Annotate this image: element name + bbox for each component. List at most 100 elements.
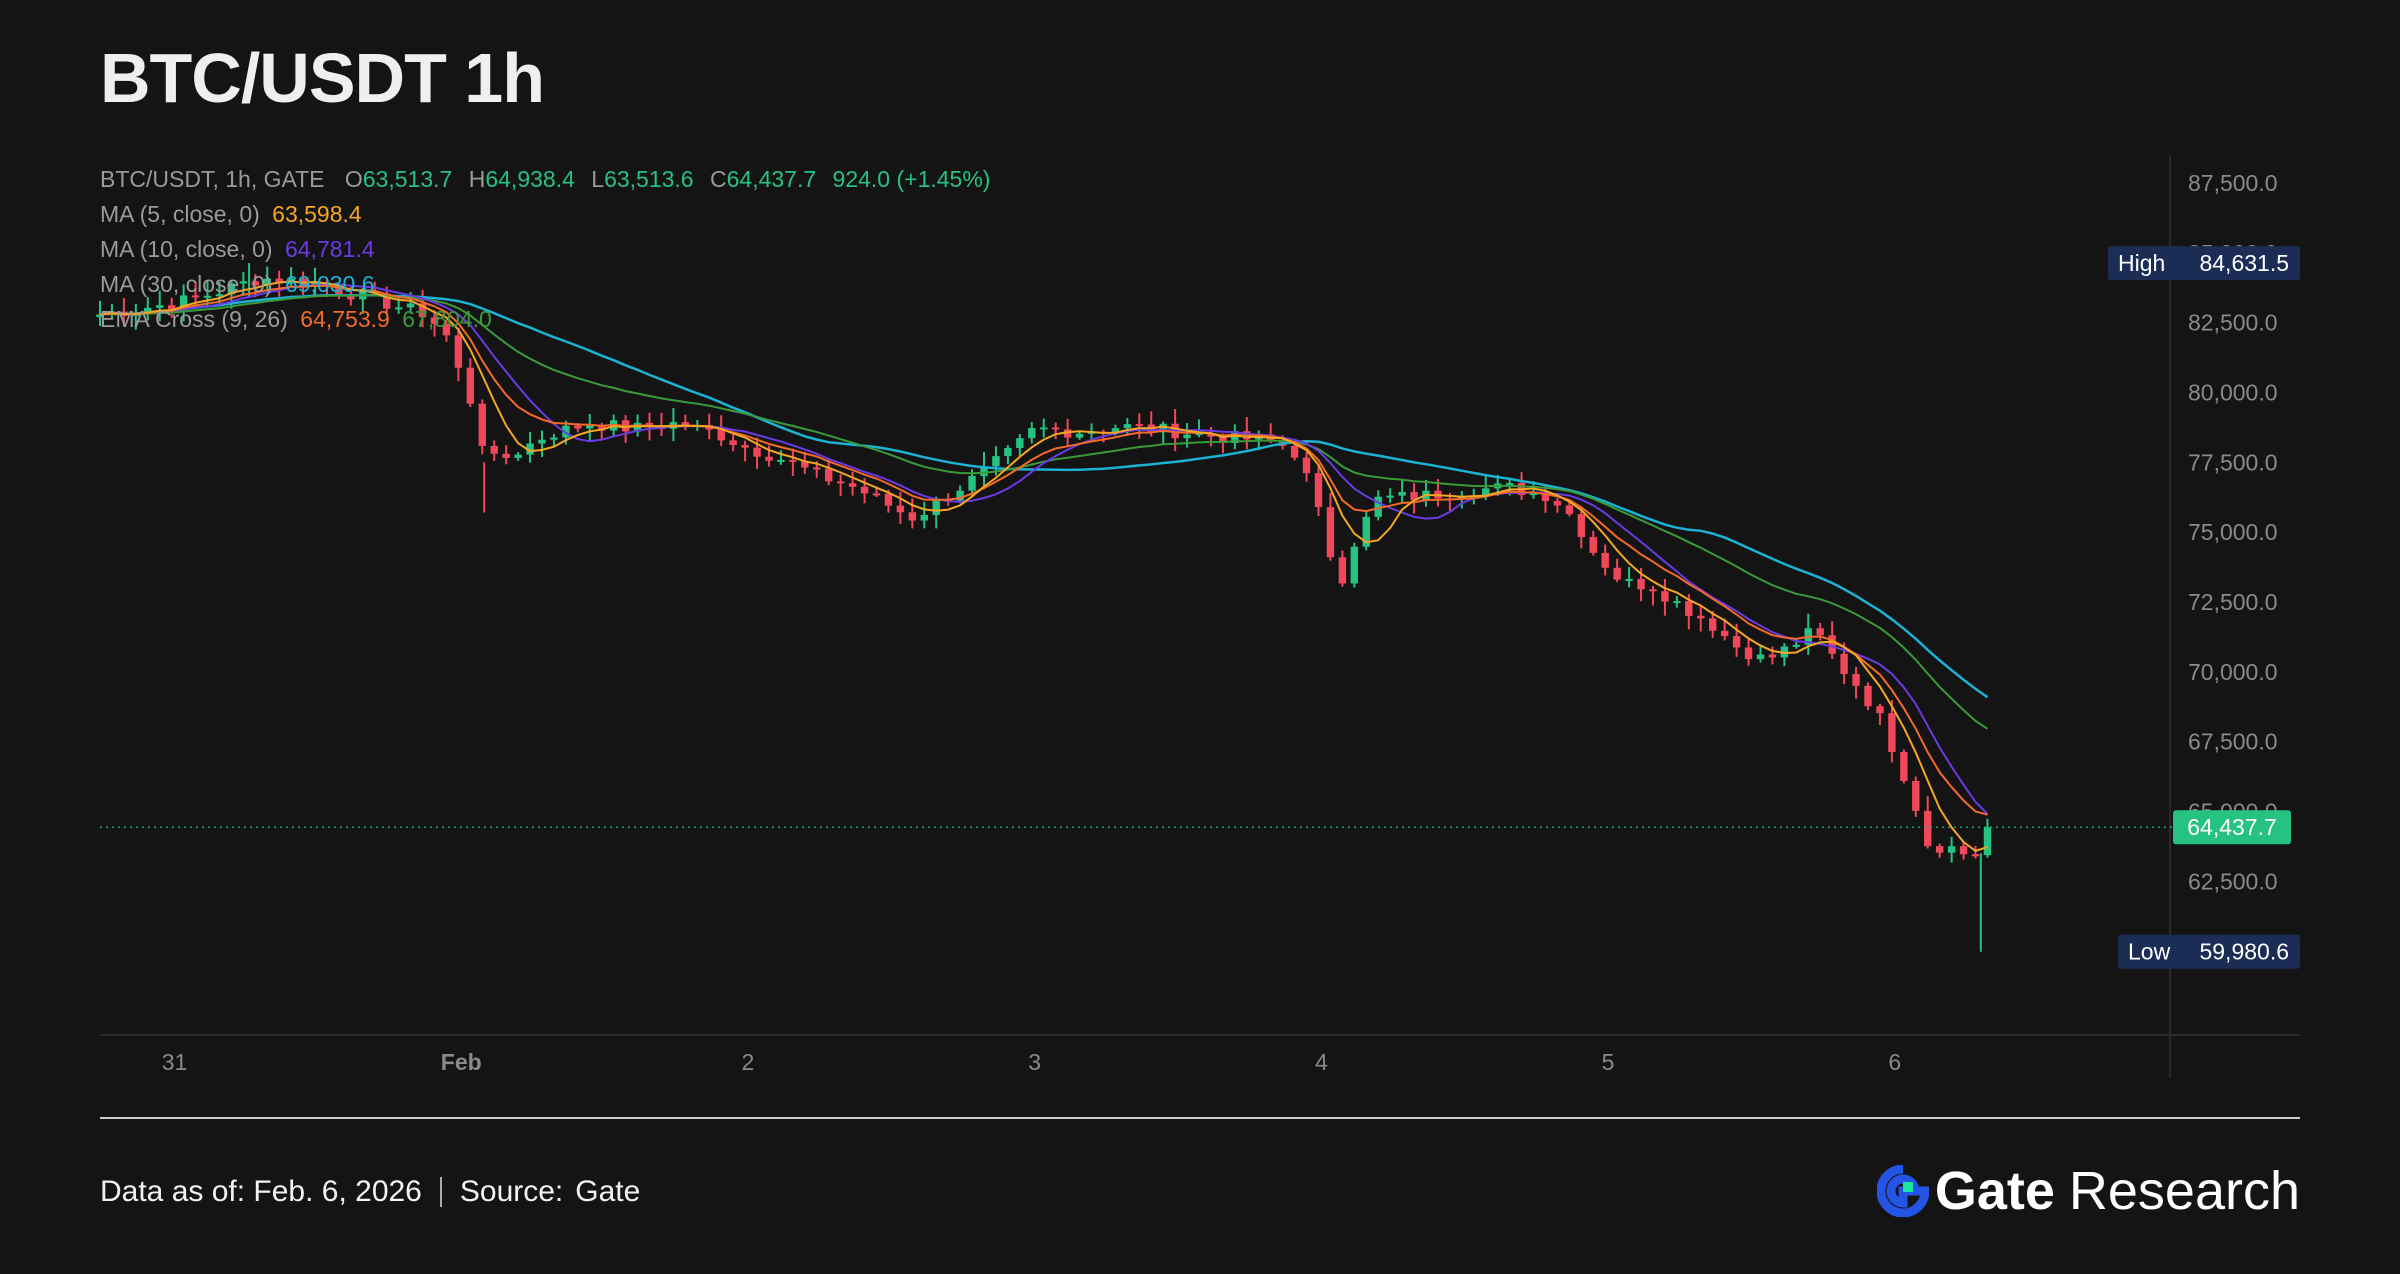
high-marker-value: 84,631.5 <box>2199 250 2289 276</box>
candle-body <box>1482 488 1490 497</box>
candle-body <box>1553 501 1562 506</box>
candle-body <box>1362 516 1370 547</box>
legend-ema-label: EMA Cross (9, 26) <box>100 306 288 332</box>
candle-body <box>167 305 176 310</box>
price-tick-label: 62,500.0 <box>2188 868 2278 894</box>
candle-body <box>179 295 188 310</box>
candle-body <box>1780 646 1789 658</box>
data-as-of: Data as of: Feb. 6, 2026 <box>100 1175 422 1208</box>
candle-body <box>1051 427 1060 430</box>
candle-body <box>801 461 809 468</box>
ma10-line <box>99 283 1989 815</box>
ma30-line <box>99 293 1989 699</box>
candle-body <box>418 303 427 318</box>
candle-body <box>514 454 522 458</box>
low-marker-badge <box>2118 934 2300 969</box>
candle-body <box>1159 423 1167 433</box>
candle-body <box>1028 428 1036 439</box>
time-tick-label: 2 <box>742 1049 755 1075</box>
legend-high: 64,938.4 <box>485 166 575 192</box>
candle-body <box>1744 647 1753 660</box>
candle-body <box>598 425 606 431</box>
ma5-line <box>99 280 1988 853</box>
legend-high-prefix: H <box>468 166 486 192</box>
legend-ema-fast-value: 64,753.9 <box>300 306 390 332</box>
candle-body <box>1947 846 1956 853</box>
candle-body <box>406 303 415 308</box>
high-marker-badge <box>2108 246 2300 281</box>
candle-body <box>394 307 403 310</box>
candle-body <box>96 314 104 318</box>
candle-body <box>215 294 224 297</box>
legend-ma30-label: MA (30, close, 0) <box>100 271 273 297</box>
candle-body <box>1601 552 1609 568</box>
candle-body <box>1195 433 1203 436</box>
candle-body <box>1697 615 1705 619</box>
legend-low-prefix: L <box>591 166 605 192</box>
legend-ma5-row: MA (5, close, 0) 63,598.4 <box>100 197 990 232</box>
candle-body <box>1625 579 1633 582</box>
candle-body <box>884 493 893 506</box>
candle-body <box>335 286 343 295</box>
candle-body <box>1326 507 1335 558</box>
candle-body <box>430 317 439 324</box>
candle-body <box>1756 654 1765 660</box>
candle-body <box>490 445 498 454</box>
candle-body <box>203 295 212 298</box>
candle-body <box>1290 445 1299 458</box>
candle-body <box>1900 751 1908 781</box>
candle-body <box>860 486 869 494</box>
candle-body <box>1231 431 1239 444</box>
candle-body <box>1912 780 1920 811</box>
chart-legend: BTC/USDT, 1h, GATE O63,513.7 H64,938.4 L… <box>100 162 990 337</box>
low-marker-value: 59,980.6 <box>2199 939 2289 965</box>
candle-body <box>1529 492 1538 496</box>
low-marker-label: Low <box>2128 939 2171 965</box>
candle-body <box>872 493 881 496</box>
footer-divider <box>100 1117 2300 1119</box>
candle-body <box>1314 473 1323 508</box>
legend-low: 63,513.6 <box>604 166 694 192</box>
source-value: Gate <box>575 1175 641 1208</box>
candle-body <box>1505 483 1514 486</box>
candle-body <box>538 439 546 444</box>
chart-title: BTC/USDT 1h <box>100 39 545 117</box>
candle-body <box>1709 618 1717 631</box>
candle-body <box>144 307 152 313</box>
candle-body <box>633 422 642 432</box>
legend-open: 63,513.7 <box>362 166 453 192</box>
candle-body <box>1888 713 1896 752</box>
candle-body <box>191 295 200 298</box>
candle-body <box>1577 514 1586 538</box>
candle-body <box>1732 636 1741 648</box>
candle-body <box>896 505 905 513</box>
candle-body <box>442 323 451 336</box>
candle-body <box>932 499 940 516</box>
candle-body <box>466 367 475 404</box>
candle-body <box>1004 447 1012 457</box>
ema-slow-line <box>99 294 1989 730</box>
candle-body <box>956 490 964 501</box>
time-tick-label: 3 <box>1028 1049 1041 1075</box>
time-tick-label: 4 <box>1315 1049 1328 1075</box>
candle-body <box>227 283 236 295</box>
price-tick-label: 67,500.0 <box>2188 729 2278 755</box>
candle-body <box>1016 438 1024 448</box>
candle-body <box>251 281 260 286</box>
legend-ema-row: EMA Cross (9, 26) 64,753.9 67,804.0 <box>100 302 990 337</box>
legend-ma10-value: 64,781.4 <box>284 236 375 262</box>
legend-ma10-label: MA (10, close, 0) <box>100 236 273 262</box>
brand-name: Gate <box>1934 1161 2055 1221</box>
time-tick-label: 6 <box>1888 1049 1901 1075</box>
candle-body <box>1935 846 1944 853</box>
candle-body <box>1338 557 1347 584</box>
price-tick-label: 72,500.0 <box>2188 589 2278 615</box>
candle-body <box>1649 589 1657 592</box>
time-tick-label: Feb <box>441 1049 482 1075</box>
candle-body <box>777 459 785 462</box>
candle-body <box>1374 496 1382 517</box>
candle-body <box>478 403 486 446</box>
legend-ma30-row: MA (30, close, 0) 69,030.6 <box>100 267 990 302</box>
candle-body <box>1302 457 1311 474</box>
